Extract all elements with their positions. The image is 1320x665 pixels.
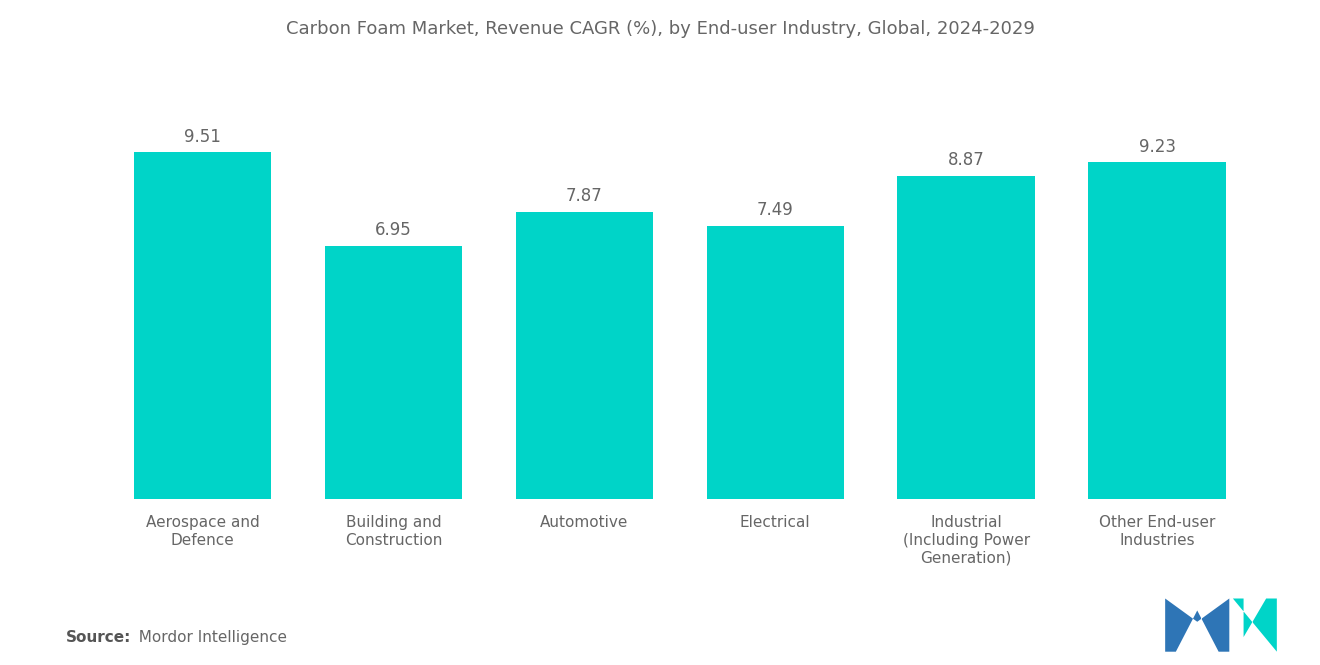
Bar <box>1089 162 1226 499</box>
Text: 9.51: 9.51 <box>183 128 220 146</box>
Text: Mordor Intelligence: Mordor Intelligence <box>129 630 288 645</box>
Text: 8.87: 8.87 <box>948 151 985 169</box>
Text: 7.87: 7.87 <box>566 188 603 205</box>
Text: 6.95: 6.95 <box>375 221 412 239</box>
Text: Carbon Foam Market, Revenue CAGR (%), by End-user Industry, Global, 2024-2029: Carbon Foam Market, Revenue CAGR (%), by… <box>285 20 1035 38</box>
Polygon shape <box>1166 598 1229 652</box>
Bar <box>516 212 653 499</box>
Text: Source:: Source: <box>66 630 132 645</box>
Bar <box>706 226 843 499</box>
Bar <box>133 152 271 499</box>
Bar <box>898 176 1035 499</box>
Bar <box>325 245 462 499</box>
Text: 9.23: 9.23 <box>1139 138 1176 156</box>
Text: 7.49: 7.49 <box>756 201 793 219</box>
Polygon shape <box>1233 598 1276 652</box>
